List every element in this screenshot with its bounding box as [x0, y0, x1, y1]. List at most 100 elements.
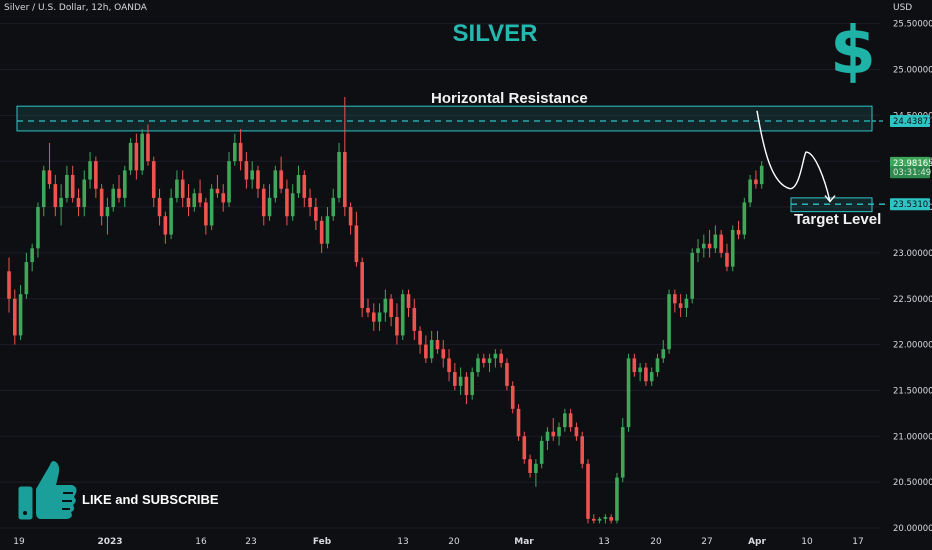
- currency-label: USD: [893, 3, 913, 13]
- candle-body: [314, 207, 318, 221]
- candle: [371, 303, 376, 331]
- candle: [366, 298, 370, 318]
- candle: [290, 184, 295, 221]
- candle: [690, 248, 695, 304]
- candle-body: [684, 298, 689, 308]
- candle: [82, 170, 87, 217]
- time-axis[interactable]: 19 2023 16 23 Feb 13 20 Mar 13 20 27 Apr 10 17: [13, 537, 863, 547]
- candle-body: [557, 427, 561, 437]
- candle: [464, 372, 469, 405]
- time-tick-label: 13: [598, 537, 609, 547]
- candle-body: [609, 516, 613, 521]
- candle: [539, 436, 544, 469]
- candle: [180, 170, 185, 208]
- candle-body: [736, 229, 741, 235]
- resistance-zone: [16, 105, 873, 132]
- candle: [591, 514, 596, 524]
- time-tick-label: 20: [448, 537, 460, 547]
- candle: [53, 174, 58, 217]
- candle: [354, 211, 359, 267]
- time-tick-label: 2023: [97, 537, 122, 547]
- price-label-box: [890, 114, 930, 127]
- candle: [568, 408, 573, 432]
- candle-body: [661, 349, 666, 359]
- candle-body: [273, 170, 278, 198]
- candle: [192, 188, 197, 212]
- candle: [302, 170, 307, 208]
- candle-body: [70, 174, 75, 198]
- candle: [545, 427, 550, 451]
- candle: [279, 156, 283, 194]
- candle: [719, 229, 723, 258]
- candle-body: [464, 376, 469, 396]
- time-tick-label: 27: [701, 537, 712, 547]
- candle: [603, 514, 608, 524]
- candle-body: [53, 184, 58, 208]
- candle: [105, 197, 110, 235]
- candle: [140, 129, 144, 175]
- candle: [725, 243, 729, 272]
- candle-body: [76, 197, 81, 208]
- candle: [759, 161, 764, 189]
- candle: [343, 97, 347, 217]
- time-tick-label: Mar: [514, 537, 534, 547]
- candle-body: [667, 294, 671, 350]
- candle: [516, 404, 521, 441]
- candle-body: [395, 317, 399, 336]
- candle-body: [696, 248, 700, 253]
- candles: [7, 97, 764, 524]
- price-tick-label: 21.00000: [893, 432, 932, 442]
- candle: [319, 216, 324, 253]
- candle-body: [510, 385, 515, 409]
- candle-body: [690, 252, 695, 299]
- chart-title: SILVER: [452, 20, 538, 47]
- candle-body: [707, 243, 712, 249]
- candle: [609, 514, 613, 524]
- candle-body: [366, 307, 370, 313]
- candle-body: [331, 197, 336, 217]
- candle-body: [493, 353, 498, 359]
- candle: [586, 459, 590, 524]
- candle: [481, 353, 486, 368]
- candle-body: [481, 358, 486, 363]
- candle: [678, 294, 683, 318]
- candle: [673, 289, 677, 313]
- candle-body: [702, 243, 706, 249]
- projection: [756, 110, 836, 203]
- price-tick-label: 23.00000: [893, 249, 932, 259]
- candle-body: [759, 165, 764, 185]
- candle-body: [65, 174, 69, 198]
- candle-body: [568, 413, 573, 428]
- candle-body: [157, 197, 162, 217]
- candle-body: [82, 179, 87, 208]
- candle: [580, 431, 585, 469]
- price-label-accent: 23.53103: [890, 198, 932, 211]
- candle: [221, 184, 226, 212]
- candle-body: [105, 207, 110, 217]
- candle: [377, 303, 382, 331]
- symbol-label[interactable]: Silver / U.S. Dollar, 12h, OANDA: [4, 3, 147, 13]
- candle-body: [151, 161, 156, 198]
- candle: [736, 220, 741, 240]
- candle: [476, 353, 480, 377]
- candle: [331, 188, 336, 221]
- candle-body: [429, 340, 434, 359]
- price-label-accent: 24.43873: [890, 114, 932, 127]
- candle-body: [7, 271, 11, 299]
- candle-body: [754, 179, 758, 185]
- candle-body: [591, 518, 596, 521]
- price-label-last: 23.98165: [890, 156, 932, 169]
- candle-body: [551, 431, 556, 437]
- candle: [453, 362, 457, 391]
- projection-arrowhead: [824, 195, 836, 203]
- candle: [30, 243, 34, 272]
- candle: [99, 184, 104, 226]
- candle: [41, 165, 46, 217]
- candle-body: [470, 372, 474, 396]
- price-axis[interactable]: 25.5000025.0000024.5000024.0000023.50000…: [890, 20, 932, 534]
- candle-body: [597, 518, 602, 521]
- candle-body: [117, 188, 121, 198]
- candle: [499, 349, 503, 368]
- candle: [261, 184, 266, 226]
